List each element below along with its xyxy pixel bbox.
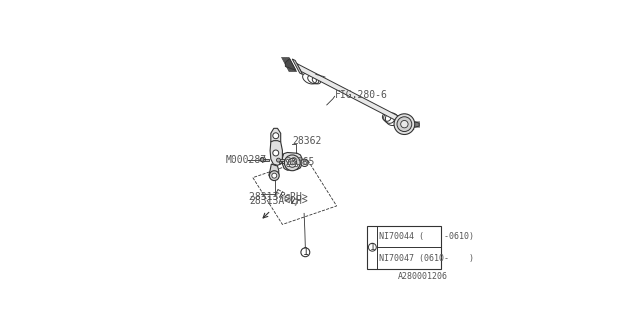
Text: A280001206: A280001206 bbox=[397, 272, 447, 281]
Polygon shape bbox=[279, 159, 284, 161]
Polygon shape bbox=[269, 164, 279, 179]
Polygon shape bbox=[292, 59, 303, 75]
Circle shape bbox=[295, 164, 298, 167]
Circle shape bbox=[369, 243, 376, 251]
Polygon shape bbox=[297, 64, 414, 130]
Circle shape bbox=[288, 158, 297, 167]
Text: NI70044 (    -0610): NI70044 ( -0610) bbox=[379, 232, 474, 241]
Text: FRONT: FRONT bbox=[272, 189, 300, 209]
Text: 28365: 28365 bbox=[285, 156, 315, 167]
Text: 28313A<LH>: 28313A<LH> bbox=[249, 196, 308, 206]
Circle shape bbox=[294, 159, 297, 161]
Polygon shape bbox=[285, 59, 296, 70]
Text: NI70047 (0610-    ): NI70047 (0610- ) bbox=[379, 253, 474, 262]
Circle shape bbox=[284, 155, 300, 171]
Polygon shape bbox=[412, 121, 419, 128]
Circle shape bbox=[260, 158, 264, 162]
Polygon shape bbox=[262, 159, 269, 161]
Text: FIG.280-6: FIG.280-6 bbox=[335, 90, 388, 100]
Circle shape bbox=[401, 120, 408, 128]
Bar bbox=[367, 226, 442, 269]
Circle shape bbox=[273, 133, 279, 139]
Circle shape bbox=[272, 173, 276, 178]
Circle shape bbox=[303, 161, 307, 164]
Circle shape bbox=[287, 164, 289, 167]
Circle shape bbox=[276, 158, 280, 162]
Circle shape bbox=[301, 248, 310, 257]
Circle shape bbox=[301, 159, 308, 166]
Text: M000287: M000287 bbox=[226, 155, 267, 164]
Text: 1: 1 bbox=[302, 247, 308, 257]
Text: 28362: 28362 bbox=[292, 136, 322, 146]
Circle shape bbox=[269, 171, 279, 180]
Circle shape bbox=[273, 150, 279, 156]
Text: 28313 <RH>: 28313 <RH> bbox=[249, 192, 308, 202]
Polygon shape bbox=[282, 153, 302, 170]
Circle shape bbox=[394, 114, 415, 134]
Circle shape bbox=[286, 160, 289, 162]
Circle shape bbox=[291, 161, 294, 165]
Circle shape bbox=[397, 117, 412, 132]
Text: 1: 1 bbox=[370, 243, 375, 252]
Polygon shape bbox=[271, 128, 281, 143]
Polygon shape bbox=[270, 141, 282, 165]
